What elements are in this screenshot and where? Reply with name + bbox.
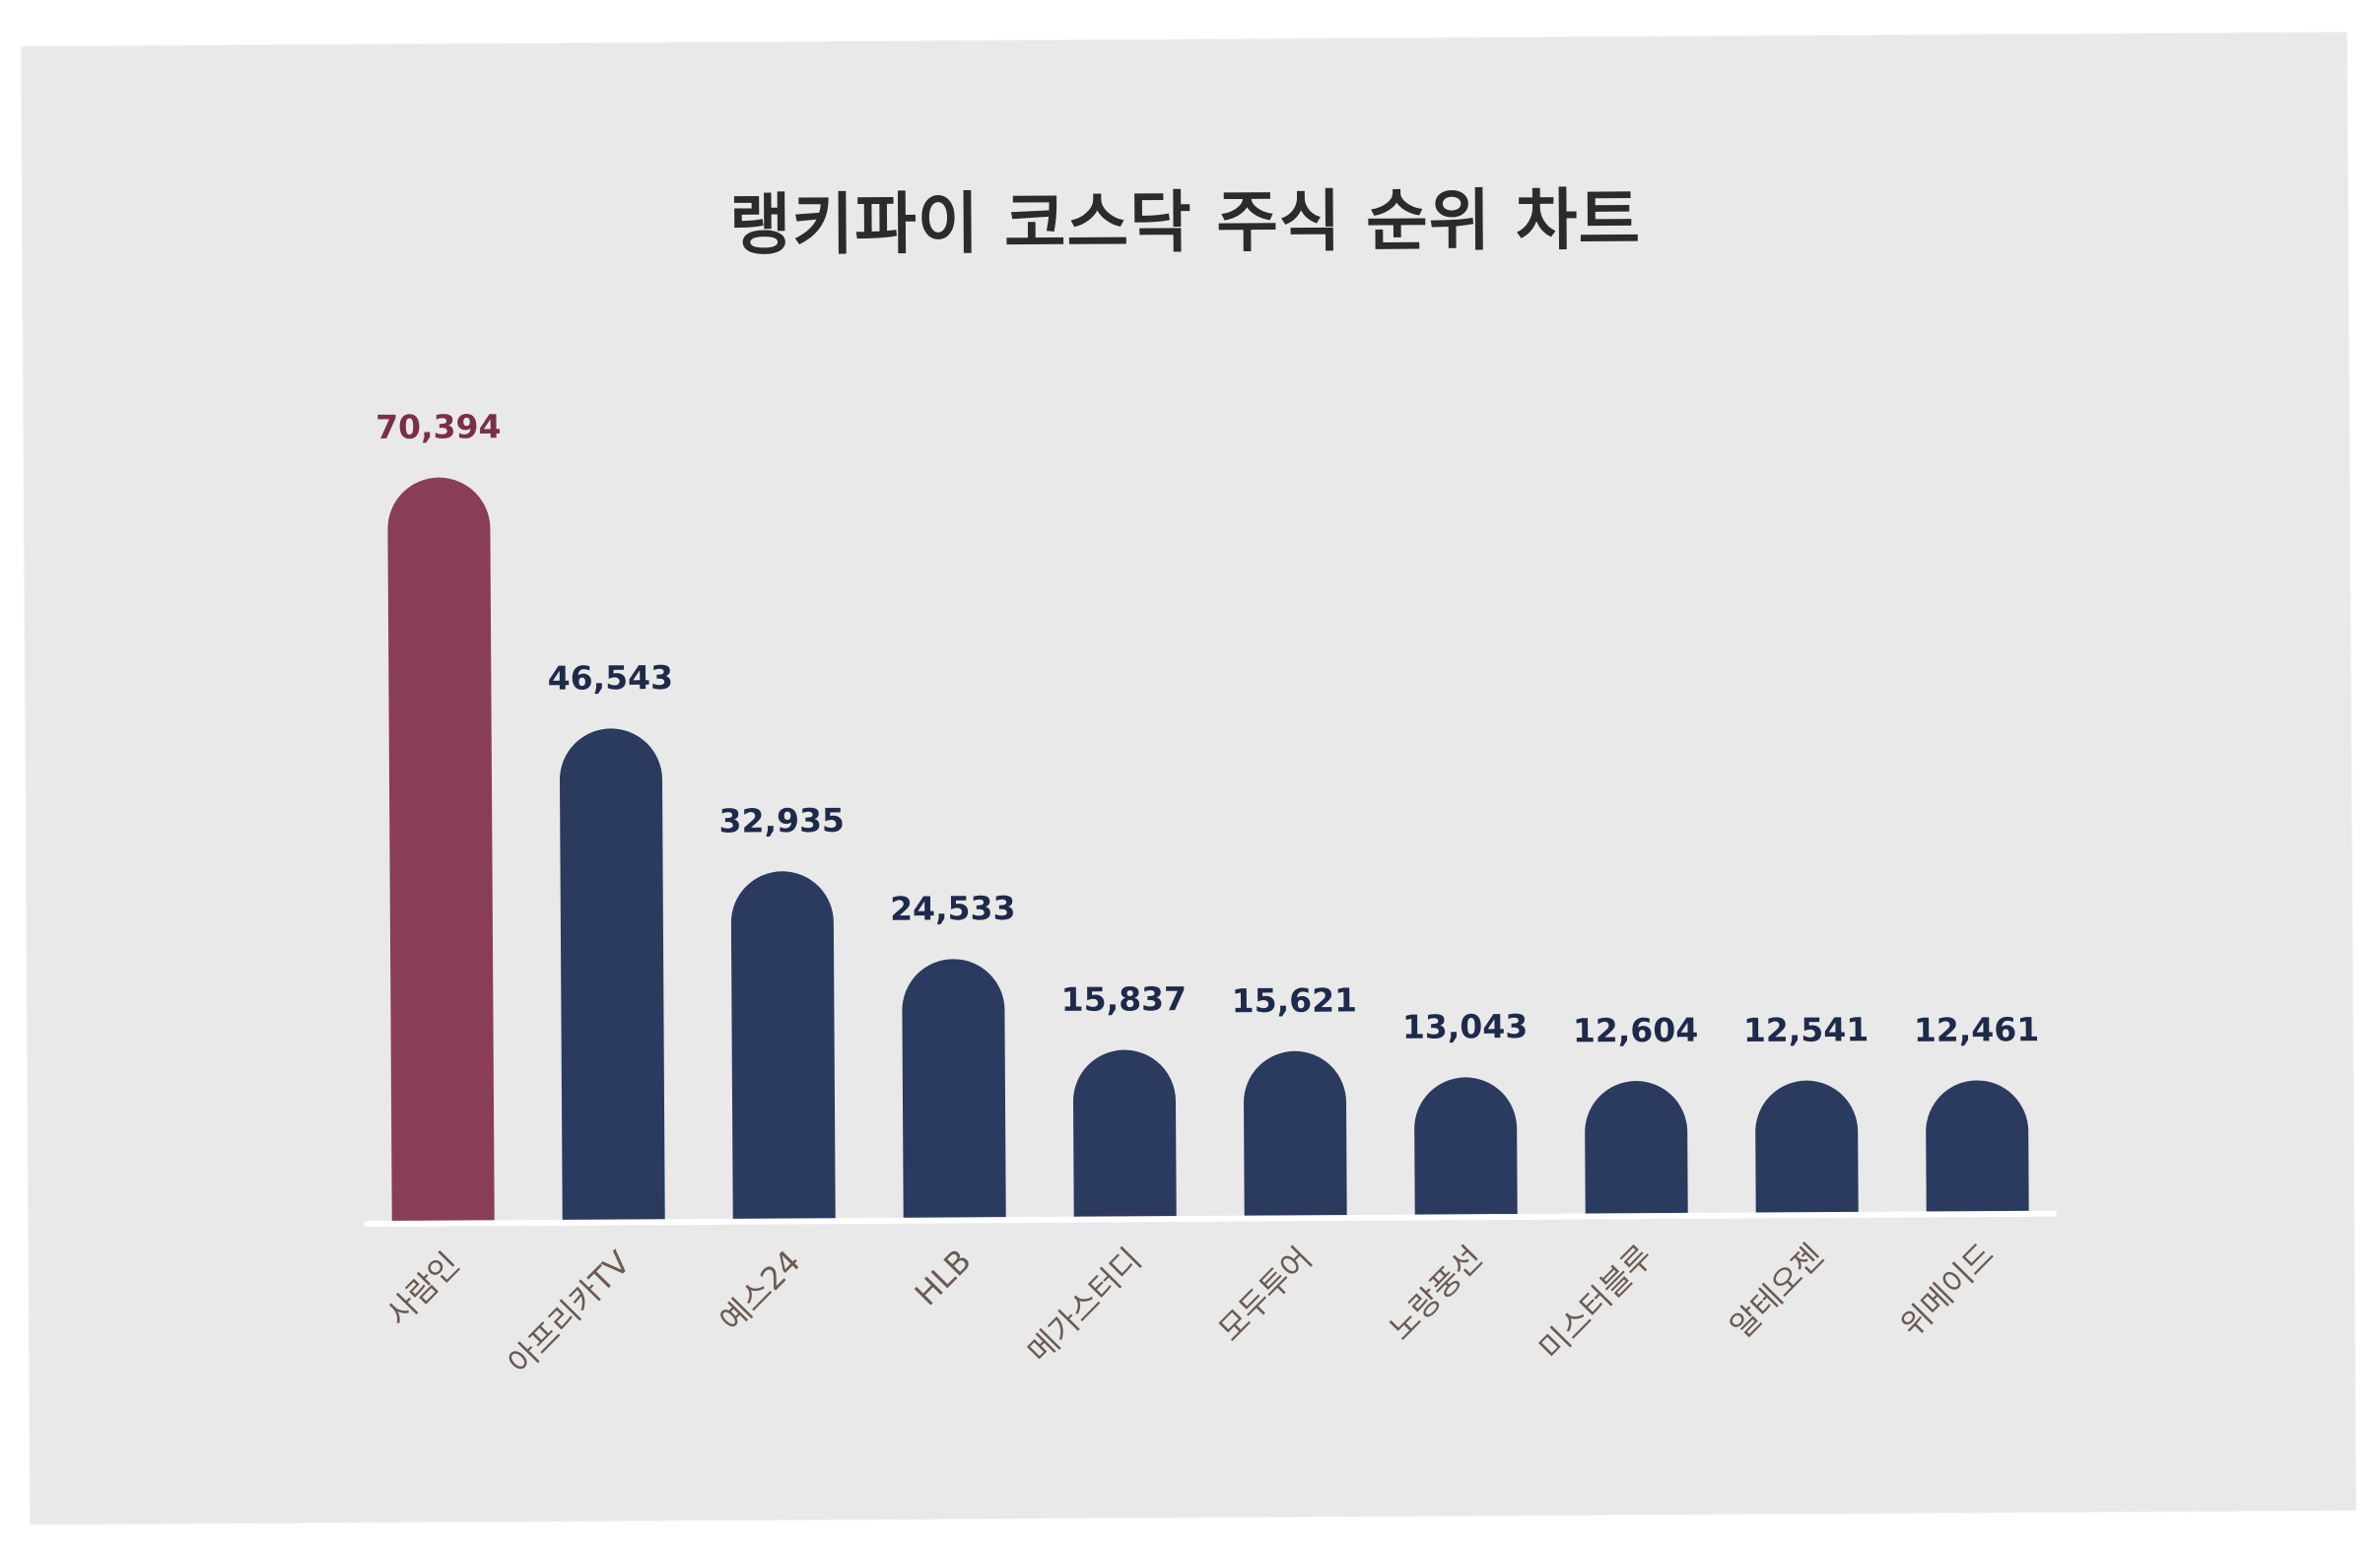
bar-5 xyxy=(1072,1049,1177,1218)
value-label-8: 12,604 xyxy=(1573,1011,1699,1050)
bar-9 xyxy=(1755,1080,1859,1214)
value-label-3: 32,935 xyxy=(718,801,845,840)
category-label-5: 메가스터디 xyxy=(1020,1241,1148,1370)
bar-10 xyxy=(1926,1080,2029,1213)
category-label-1: 사람인 xyxy=(379,1244,467,1333)
bar-8 xyxy=(1585,1081,1688,1215)
category-label-7: 노랑풍선 xyxy=(1382,1239,1490,1347)
bar-1 xyxy=(387,477,495,1222)
bar-6 xyxy=(1244,1050,1347,1217)
category-label-9: 알테오젠 xyxy=(1723,1237,1831,1345)
bar-chart: 70,394 46,543 32,935 24,533 15,837 15,621 13,0… xyxy=(364,407,2057,1381)
chart-card: 랭키파이 코스닥 주식 순위 차트 70,394 46,543 32,935 24,5… xyxy=(21,32,2356,1525)
category-label-6: 모두투어 xyxy=(1211,1240,1320,1348)
value-label-5: 15,837 xyxy=(1061,979,1188,1019)
category-label-8: 미스터블루 xyxy=(1531,1238,1660,1367)
category-label-4: HLB xyxy=(908,1242,979,1312)
value-label-2: 46,543 xyxy=(548,658,674,698)
value-label-10: 12,461 xyxy=(1914,1010,2040,1049)
bar-7 xyxy=(1414,1077,1518,1216)
category-label-3: 예스24 xyxy=(713,1243,808,1339)
value-label-6: 15,621 xyxy=(1232,980,1358,1020)
bar-3 xyxy=(730,871,836,1220)
value-label-9: 12,541 xyxy=(1743,1010,1870,1049)
value-label-4: 24,533 xyxy=(890,889,1016,928)
bars-layer xyxy=(387,477,2029,1222)
category-label-2: 아프리카TV xyxy=(501,1244,638,1381)
x-axis-baseline xyxy=(364,1210,2057,1228)
bar-4 xyxy=(902,959,1006,1219)
category-labels-layer: 사람인 아프리카TV 예스24 HLB 메가스터디 모두투어 노랑풍선 미스터블루 알테오젠 위메… xyxy=(379,1236,2002,1381)
bar-2 xyxy=(559,728,665,1221)
value-labels-layer: 70,394 46,543 32,935 24,533 15,837 15,621 13,0… xyxy=(375,407,2040,1050)
value-label-1: 70,394 xyxy=(375,407,502,446)
value-label-7: 13,043 xyxy=(1402,1007,1529,1046)
category-label-10: 위메이드 xyxy=(1893,1236,2002,1344)
